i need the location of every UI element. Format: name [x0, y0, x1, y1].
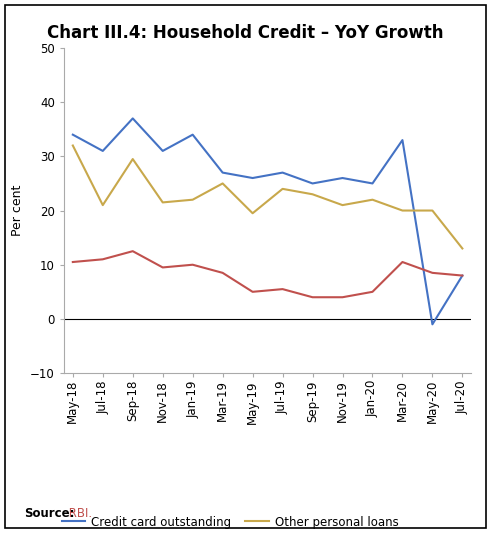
Credit card outstanding: [249, 175, 255, 181]
Credit card outstanding: [160, 148, 165, 154]
Other personal loans: [340, 202, 346, 208]
Other personal loans: [160, 199, 165, 206]
Vehicle loans: [70, 259, 76, 265]
Credit card outstanding: [430, 321, 436, 327]
Vehicle loans: [219, 270, 225, 276]
Other personal loans: [310, 191, 316, 198]
Credit card outstanding: [460, 272, 465, 279]
Line: Vehicle loans: Vehicle loans: [73, 251, 463, 297]
Legend: Credit card outstanding, Vehicle loans, Other personal loans: Credit card outstanding, Vehicle loans, …: [61, 515, 399, 533]
Vehicle loans: [310, 294, 316, 301]
Y-axis label: Per cent: Per cent: [11, 185, 25, 236]
Vehicle loans: [100, 256, 106, 262]
Vehicle loans: [130, 248, 136, 254]
Credit card outstanding: [400, 137, 406, 143]
Vehicle loans: [340, 294, 346, 301]
Vehicle loans: [280, 286, 286, 292]
Credit card outstanding: [219, 169, 225, 176]
Vehicle loans: [430, 270, 436, 276]
Other personal loans: [130, 156, 136, 162]
Credit card outstanding: [130, 115, 136, 122]
Other personal loans: [70, 142, 76, 149]
Line: Other personal loans: Other personal loans: [73, 146, 463, 248]
Credit card outstanding: [70, 132, 76, 138]
Text: RBI.: RBI.: [65, 507, 92, 520]
Line: Credit card outstanding: Credit card outstanding: [73, 118, 463, 324]
Other personal loans: [219, 180, 225, 187]
Other personal loans: [280, 185, 286, 192]
Vehicle loans: [160, 264, 165, 271]
Vehicle loans: [190, 262, 195, 268]
Other personal loans: [400, 207, 406, 214]
Other personal loans: [460, 245, 465, 252]
Credit card outstanding: [370, 180, 376, 187]
Credit card outstanding: [280, 169, 286, 176]
Vehicle loans: [400, 259, 406, 265]
Other personal loans: [430, 207, 436, 214]
Vehicle loans: [370, 289, 376, 295]
Text: Chart III.4: Household Credit – YoY Growth: Chart III.4: Household Credit – YoY Grow…: [47, 24, 444, 42]
Vehicle loans: [249, 289, 255, 295]
Credit card outstanding: [310, 180, 316, 187]
Credit card outstanding: [340, 175, 346, 181]
Other personal loans: [249, 210, 255, 216]
Text: Source:: Source:: [25, 507, 75, 520]
Credit card outstanding: [190, 132, 195, 138]
Other personal loans: [190, 197, 195, 203]
Other personal loans: [370, 197, 376, 203]
Credit card outstanding: [100, 148, 106, 154]
Vehicle loans: [460, 272, 465, 279]
Other personal loans: [100, 202, 106, 208]
